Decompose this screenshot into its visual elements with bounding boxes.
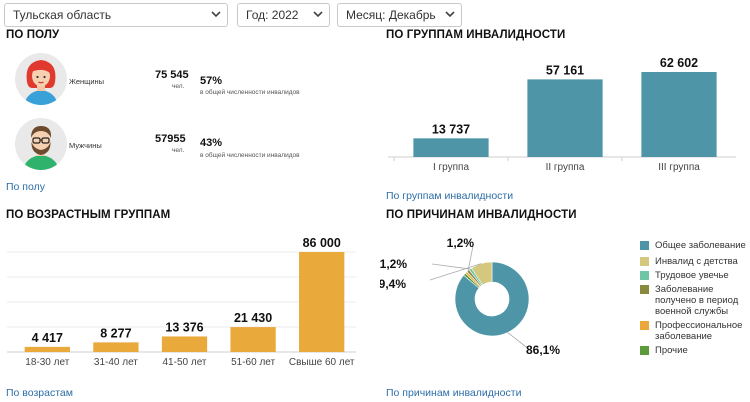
legend-swatch [640,271,649,280]
bar[interactable] [641,72,717,157]
woman-avatar-icon [15,53,67,105]
women-label: Женщины [69,77,105,86]
groups-section-title: ПО ГРУППАМ ИНВАЛИДНОСТИ [386,29,566,41]
slice-percent-label: 1,2% [380,257,407,271]
year-select[interactable]: Год: 2022 [237,3,330,27]
x-tick-label: 51-60 лет [231,357,275,368]
men-percent-note: в общей численности инвалидов [200,152,300,159]
slice-percent-label: 9,4% [380,277,406,291]
bar-value-label: 62 602 [660,56,698,70]
bar[interactable] [93,342,139,352]
women-count-unit: чел. [172,83,185,90]
man-avatar-icon [15,118,67,170]
women-count: 75 545 [155,69,189,81]
bar-value-label: 21 430 [234,311,272,325]
gender-section-title: ПО ПОЛУ [6,29,60,41]
age-section-title: ПО ВОЗРАСТНЫМ ГРУППАМ [6,209,171,221]
bar-value-label: 57 161 [546,63,584,77]
month-select-value: Месяц: Декабрь [346,8,436,22]
bar[interactable] [299,252,345,352]
slice-percent-label: 86,1% [526,343,560,357]
men-count-unit: чел. [172,147,185,154]
x-tick-label: 41-50 лет [163,357,207,368]
legend-label: Трудовое увечье [655,270,729,281]
groups-bar-chart: 13 737 I группа 57 161 II группа 62 602 III г… [388,56,736,173]
chevron-down-icon [445,11,455,18]
bar[interactable] [527,79,603,157]
age-bar-chart: 4 417 18-30 лет 8 277 31-40 лет 13 376 41-50 … [7,236,356,368]
legend-swatch [640,285,649,294]
chevron-down-icon [313,11,323,18]
region-select-value: Тульская область [13,8,112,22]
month-select[interactable]: Месяц: Декабрь [337,3,462,27]
groups-details-link[interactable]: По группам инвалидности [386,190,514,202]
donut-slice[interactable] [454,261,530,337]
x-tick-label: I группа [433,162,469,173]
x-tick-label: Свыше 60 лет [289,357,355,368]
legend-swatch [640,241,649,250]
donut-slice[interactable] [463,272,481,289]
bar-value-label: 13 737 [432,122,470,136]
bar[interactable] [161,336,208,352]
women-percent: 57% [200,75,223,87]
x-tick-label: II группа [546,162,585,173]
men-label: Мужчины [69,141,102,150]
x-tick-label: III группа [658,162,700,173]
legend-label: Прочие [655,345,688,356]
leader-line [507,332,531,351]
region-select[interactable]: Тульская область [4,3,228,27]
women-percent-note: в общей численности инвалидов [200,89,300,96]
leader-line [431,263,471,270]
legend-swatch [640,321,649,330]
gender-details-link[interactable]: По полу [6,181,45,193]
leader-line [429,263,482,281]
bar-value-label: 8 277 [100,326,131,340]
legend-swatch [640,346,649,355]
bar[interactable] [230,327,276,352]
bar-value-label: 13 376 [165,320,203,334]
bar-value-label: 4 417 [32,331,63,345]
men-count: 57955 [155,133,186,145]
chevron-down-icon [211,11,221,18]
x-tick-label: 31-40 лет [94,357,138,368]
reasons-details-link[interactable]: По причинам инвалидности [386,387,522,399]
legend-swatch [640,257,649,266]
legend-label: Профессиональное заболевание [655,320,743,342]
x-tick-label: 18-30 лет [25,357,69,368]
bar[interactable] [24,346,70,352]
men-percent: 43% [200,137,223,149]
reasons-donut-chart: 86,1% 9,4% 1,2% 1,2% [380,236,560,357]
year-select-value: Год: 2022 [246,8,299,22]
slice-percent-label: 1,2% [447,236,475,250]
bar[interactable] [413,138,489,157]
age-details-link[interactable]: По возрастам [6,387,73,399]
leader-line [467,245,474,271]
reasons-section-title: ПО ПРИЧИНАМ ИНВАЛИДНОСТИ [386,209,577,221]
legend-label: Заболевание получено в период военной сл… [655,284,739,317]
bar-value-label: 86 000 [303,236,341,250]
legend-label: Инвалид с детства [655,256,738,267]
legend-label: Общее заболевание [655,240,746,251]
